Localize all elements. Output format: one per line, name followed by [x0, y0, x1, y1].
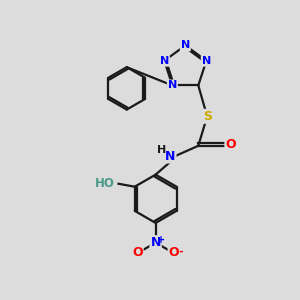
Text: S: S: [202, 110, 211, 123]
Text: N: N: [165, 150, 176, 163]
Text: O: O: [169, 247, 179, 260]
Text: O: O: [132, 247, 143, 260]
Text: N: N: [181, 40, 190, 50]
Text: N: N: [168, 80, 177, 90]
Text: H: H: [157, 145, 166, 155]
Text: HO: HO: [95, 177, 115, 190]
Text: O: O: [225, 138, 236, 151]
Text: N: N: [150, 236, 161, 249]
Text: -: -: [178, 247, 183, 256]
Text: N: N: [160, 56, 169, 66]
Text: N: N: [202, 56, 211, 66]
Text: +: +: [157, 235, 165, 245]
